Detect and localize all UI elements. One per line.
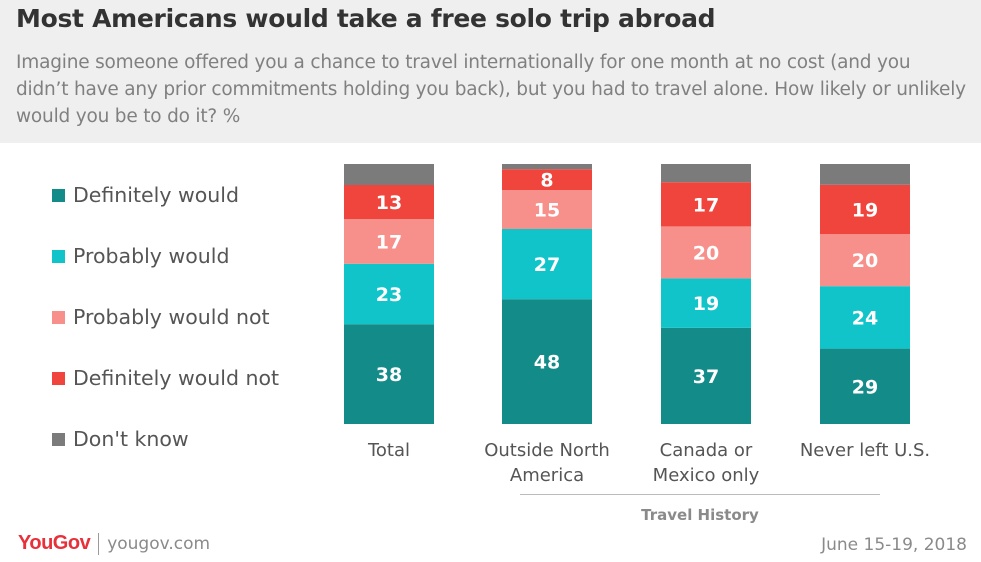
- data-label: 23: [376, 284, 402, 306]
- category-label: Total: [367, 440, 410, 461]
- data-label: 20: [693, 242, 719, 264]
- bar-segment: [502, 299, 592, 424]
- data-label: 13: [376, 192, 402, 214]
- legend-label: Definitely would not: [73, 366, 280, 390]
- legend-item: Definitely would: [52, 180, 239, 210]
- legend-label: Probably would: [73, 244, 230, 268]
- category-label: Mexico only: [653, 465, 760, 486]
- legend-item: Don't know: [52, 424, 189, 454]
- bar-segment: [820, 286, 910, 349]
- yougov-logo[interactable]: YouGov: [18, 532, 91, 554]
- bar-segment: [344, 263, 434, 325]
- legend-label: Don't know: [73, 427, 189, 451]
- data-label: 29: [852, 376, 878, 398]
- brand-divider: [98, 532, 100, 555]
- bar-segment: [820, 234, 910, 287]
- category-label: America: [510, 465, 584, 486]
- bar-segment: [502, 190, 592, 229]
- chart-subtitle: Imagine someone offered you a chance to …: [16, 52, 966, 127]
- bar-segment: [502, 169, 592, 190]
- bar-segment: [661, 182, 751, 227]
- data-label: 15: [534, 200, 560, 222]
- category-label: Never left U.S.: [800, 440, 930, 461]
- brand-url[interactable]: yougov.com: [107, 533, 211, 554]
- bar-segment: [344, 219, 434, 264]
- data-label: 38: [376, 364, 402, 386]
- bar-segment: [820, 164, 910, 185]
- group-bracket-line: [520, 494, 880, 495]
- data-label: 24: [852, 307, 878, 329]
- chart-title: Most Americans would take a free solo tr…: [16, 4, 716, 33]
- bar-segment: [344, 324, 434, 424]
- legend-swatch: [52, 249, 65, 263]
- footer-brand: YouGov yougov.com: [18, 532, 210, 555]
- legend-swatch: [52, 432, 65, 446]
- legend-swatch: [52, 188, 65, 202]
- category-label: Canada or: [660, 440, 753, 461]
- data-label: 27: [534, 254, 560, 276]
- legend-item: Definitely would not: [52, 363, 279, 393]
- bar-segment: [502, 164, 592, 170]
- bar-segment: [661, 226, 751, 279]
- bar-segment: [661, 278, 751, 328]
- legend-label: Probably would not: [73, 305, 270, 329]
- data-label: 48: [534, 352, 560, 374]
- bar-segment: [820, 184, 910, 235]
- legend-label: Definitely would: [73, 183, 240, 207]
- data-label: 19: [852, 200, 878, 222]
- bar-segment: [344, 185, 434, 220]
- group-label: Travel History: [641, 506, 759, 524]
- bar-segment: [344, 164, 434, 186]
- legend-swatch: [52, 371, 65, 385]
- data-label: 8: [540, 170, 553, 192]
- bar-segment: [820, 348, 910, 424]
- survey-date: June 15-19, 2018: [821, 535, 967, 555]
- bar-segment: [661, 164, 751, 183]
- data-label: 17: [376, 231, 402, 253]
- legend-swatch: [52, 310, 65, 324]
- category-label: Outside North: [484, 440, 610, 461]
- header-band: [0, 0, 981, 143]
- data-label: 17: [693, 194, 719, 216]
- data-label: 19: [693, 293, 719, 315]
- legend-item: Probably would not: [52, 302, 270, 332]
- bar-segment: [502, 229, 592, 300]
- data-label: 37: [693, 366, 719, 388]
- legend-item: Probably would: [52, 241, 229, 271]
- data-label: 20: [852, 250, 878, 272]
- bar-segment: [661, 327, 751, 424]
